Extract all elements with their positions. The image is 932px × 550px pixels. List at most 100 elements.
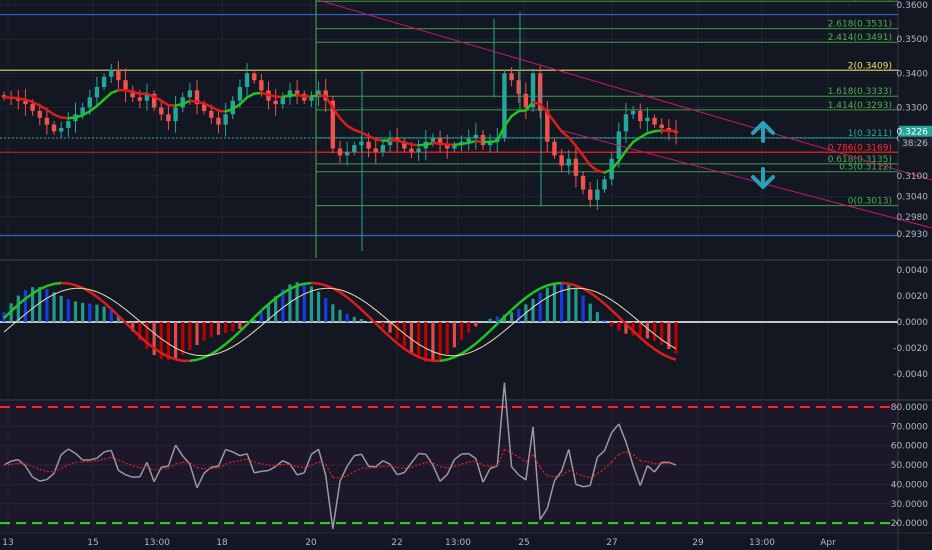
candle-body	[80, 107, 85, 115]
rsi-line	[432, 464, 441, 482]
rsi-line	[354, 453, 362, 457]
rsi-ma-line	[254, 461, 262, 465]
rsi-line	[225, 448, 234, 453]
fib-level-label: 0.5(0.3112)	[839, 163, 892, 173]
macd-histogram-bar	[209, 322, 213, 338]
macd-line	[353, 302, 363, 311]
rsi-ma-line	[582, 475, 591, 479]
ma-segment	[345, 124, 356, 132]
signal-line	[132, 314, 141, 322]
macd-histogram-bar	[295, 282, 299, 322]
macd-line	[367, 315, 377, 325]
macd-histogram-bar	[281, 289, 285, 322]
ma-segment	[238, 96, 249, 106]
signal-line	[17, 313, 26, 321]
time-tick-label: 20	[305, 538, 317, 548]
rsi-ma-line	[232, 460, 241, 463]
time-tick-label: 29	[692, 538, 704, 548]
macd-line	[661, 352, 670, 359]
rsi-line	[611, 423, 620, 434]
support-trendline	[559, 129, 932, 229]
rsi-ma-line	[175, 461, 183, 465]
rsi-line	[161, 465, 169, 469]
candle-body	[409, 148, 414, 152]
signal-line	[625, 310, 634, 317]
signal-line	[346, 291, 355, 296]
ma-segment	[360, 131, 370, 138]
rsi-line	[539, 508, 548, 521]
macd-line	[396, 342, 406, 350]
rsi-line	[110, 450, 120, 471]
candle-body	[23, 100, 28, 105]
fib-level-label: 0(0.3013)	[848, 197, 892, 207]
macd-line	[418, 355, 427, 361]
candle-body	[566, 158, 571, 166]
rsi-ma-line	[618, 451, 627, 455]
signal-line	[590, 289, 598, 293]
time-tick-label: 18	[216, 538, 228, 548]
time-axis[interactable]: 13 15 13:00 18 20 22 13:00 25 27 29 13:00 Apr	[2, 538, 836, 548]
rsi-ma-line	[161, 468, 169, 470]
macd-histogram-bar	[631, 322, 635, 336]
macd-line	[646, 342, 656, 351]
rsi-ma-line	[640, 460, 648, 463]
price-axis[interactable]: 0.36000.35000.34000.33000.32100.31000.30…	[897, 1, 932, 240]
macd-line	[482, 329, 491, 339]
ma-segment	[503, 114, 513, 128]
candle-body	[244, 73, 250, 88]
rsi-line	[439, 474, 448, 482]
rsi-ma-line	[225, 461, 233, 465]
trend-lines[interactable]	[317, 0, 932, 229]
macd-line	[103, 301, 113, 310]
rsi-line	[117, 469, 126, 476]
arrow-down-icon	[751, 167, 775, 189]
rsi-tick-label: 50.0000	[891, 461, 928, 471]
price-candles[interactable]	[1, 11, 679, 252]
rsi-line	[511, 466, 520, 476]
signal-line	[39, 297, 48, 304]
rsi-ma-line	[246, 458, 255, 463]
rsi-ma-line	[604, 461, 613, 470]
macd-histogram-bar	[617, 322, 621, 331]
macd-histogram-bar	[417, 322, 421, 359]
ma-segment	[210, 105, 220, 112]
candle-body	[58, 128, 64, 132]
rsi-ma-line	[632, 454, 641, 462]
candle-body	[445, 145, 450, 149]
candle-body	[352, 145, 357, 152]
rsi-line	[632, 465, 641, 486]
time-tick-label: 13	[2, 538, 13, 548]
macd-histogram-bar	[388, 322, 392, 333]
rsi-ma-line	[11, 462, 19, 465]
rsi-line	[46, 472, 55, 481]
macd-line	[10, 303, 20, 313]
macd-histogram-bar	[595, 312, 599, 322]
signal-line	[311, 288, 319, 292]
signal-line	[32, 302, 41, 309]
macd-histogram-bar	[581, 295, 585, 322]
candle-body	[502, 73, 507, 139]
macd-line	[267, 297, 277, 306]
signal-line	[396, 327, 405, 335]
macd-histogram-bar	[452, 322, 456, 348]
macd-line	[539, 284, 548, 290]
rsi-ma-line	[311, 461, 319, 466]
signal-line	[668, 344, 677, 350]
rsi-line	[60, 448, 69, 456]
signal-line	[139, 320, 148, 328]
macd-line	[89, 290, 98, 298]
signal-line	[661, 339, 670, 346]
macd-line	[617, 316, 627, 325]
signal-line	[561, 288, 569, 292]
macd-histogram-bar	[181, 322, 185, 355]
macd-histogram-bar	[567, 284, 571, 322]
macd-histogram-bar	[238, 322, 242, 329]
rsi-band-fill	[0, 402, 898, 532]
rsi-ma-line	[425, 461, 433, 464]
macd-line	[360, 308, 370, 318]
price-tick-label: 0.3100	[897, 172, 929, 182]
macd-histogram-bar	[288, 284, 292, 322]
macd-line	[311, 281, 319, 285]
rsi-line	[546, 480, 556, 509]
